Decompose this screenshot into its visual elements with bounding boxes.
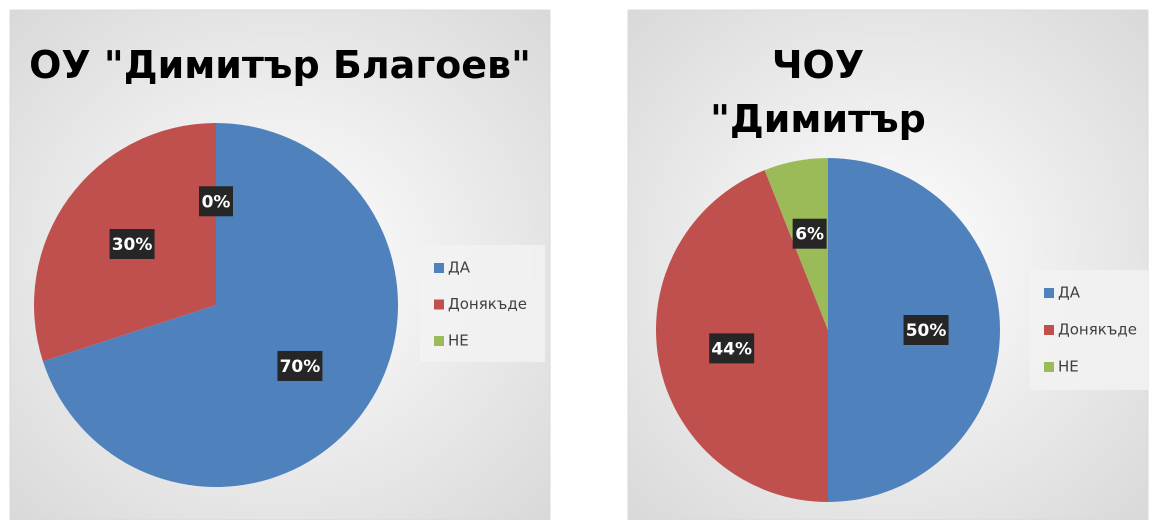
chart: ОУ "Димитър Благоев" 70% 30% 0% ДА Донякъде НЕ xyxy=(9,9,551,520)
chart: ЧОУ "Димитър Екимов" 50% 44% 6% ДА Донякъде НЕ xyxy=(627,9,1149,520)
data-label: 0% xyxy=(202,192,231,212)
data-label-box xyxy=(109,229,155,260)
legend-label: Донякъде xyxy=(1058,321,1137,339)
chart-title: ОУ "Димитър Благоев" xyxy=(29,43,531,87)
data-label: 70% xyxy=(280,357,321,377)
chart-title-box: ЧОУ "Димитър Екимов" xyxy=(710,43,926,158)
legend-label: ДА xyxy=(448,259,471,277)
legend-swatch xyxy=(434,336,444,346)
data-label-box xyxy=(903,315,949,345)
data-label: 6% xyxy=(795,225,824,245)
pie-slice xyxy=(42,123,398,488)
data-label-box xyxy=(792,218,827,249)
legend-label: НЕ xyxy=(1058,358,1079,376)
legend-label: Донякъде xyxy=(448,295,527,313)
legend-label: НЕ xyxy=(448,332,469,350)
chart-title: ЧОУ "Димитър Екимов" xyxy=(710,43,926,158)
data-label: 50% xyxy=(906,321,947,341)
data-label-box xyxy=(277,350,323,381)
legend-swatch xyxy=(1044,288,1054,298)
legend-swatch xyxy=(1044,362,1054,372)
legend-swatch xyxy=(434,299,444,310)
data-label-box xyxy=(709,333,755,364)
legend-swatch xyxy=(434,263,444,273)
data-label: 30% xyxy=(112,235,153,255)
data-label-box xyxy=(199,186,233,217)
data-label: 44% xyxy=(711,339,752,359)
legend-swatch xyxy=(1044,325,1054,335)
legend-label: ДА xyxy=(1058,284,1081,302)
chart-title-box: ОУ "Димитър Благоев" xyxy=(29,43,531,87)
